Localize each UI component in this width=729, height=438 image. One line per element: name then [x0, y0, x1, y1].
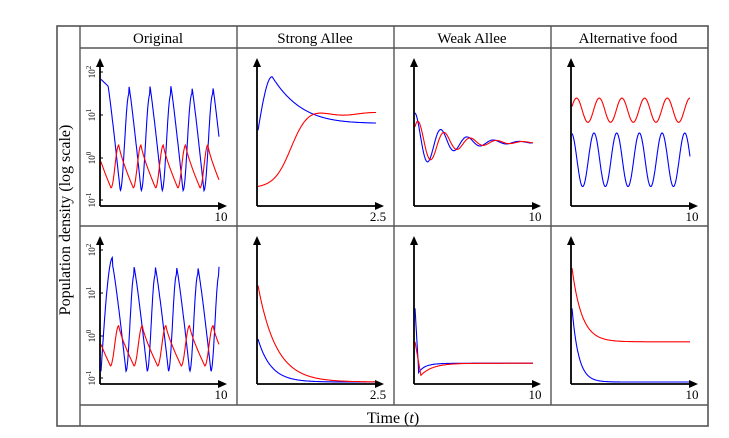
y-tick-label: 10-1 — [85, 370, 97, 385]
x-axis-label-close: ) — [414, 410, 419, 427]
y-tick-exponent: -1 — [85, 192, 93, 198]
series-line-blue — [571, 308, 690, 383]
x-tick-label: 10 — [686, 387, 699, 402]
series-line-red — [257, 111, 376, 187]
series-line-blue — [100, 78, 220, 193]
y-tick-exponent: -1 — [85, 370, 93, 376]
y-axis-arrow — [567, 58, 575, 67]
y-tick-exponent: 0 — [85, 329, 93, 333]
y-tick-base: 10 — [87, 69, 97, 79]
column-title-strong-allee: Strong Allee — [277, 31, 353, 47]
y-axis-arrow — [410, 236, 418, 245]
x-axis-arrow — [532, 202, 541, 210]
y-axis-arrow — [96, 236, 104, 245]
column-title-alternative-food: Alternative food — [579, 31, 678, 47]
series-line-red — [414, 341, 533, 377]
x-axis-arrow — [689, 380, 698, 388]
y-tick-label: 100 — [85, 329, 97, 342]
x-axis-arrow — [375, 380, 384, 388]
panel-r1-strong-allee: 2.5 — [253, 58, 386, 224]
y-tick-label: 102 — [85, 65, 97, 78]
y-tick-label: 100 — [85, 151, 97, 164]
series-line-red — [571, 268, 690, 343]
y-axis-arrow — [96, 58, 104, 67]
y-axis-arrow — [410, 58, 418, 67]
x-axis-arrow — [689, 202, 698, 210]
x-axis-arrow — [375, 202, 384, 210]
x-axis-arrow — [218, 202, 227, 210]
x-axis-arrow — [218, 380, 227, 388]
x-tick-label: 10 — [529, 209, 542, 224]
y-axis-label: Population density (log scale) — [57, 125, 74, 316]
x-tick-label: 2.5 — [370, 387, 386, 402]
panel-r2-strong-allee: 2.5 — [253, 236, 386, 402]
series-line-blue — [100, 255, 220, 373]
y-axis-arrow — [253, 236, 261, 245]
y-tick-base: 10 — [87, 112, 97, 122]
x-tick-label: 10 — [215, 209, 228, 224]
panel-r2-weak-allee: 10 — [410, 236, 542, 402]
series-line-red — [100, 143, 220, 189]
y-tick-exponent: 2 — [85, 243, 93, 247]
column-title-original: Original — [133, 31, 183, 47]
x-tick-label: 10 — [686, 209, 699, 224]
y-tick-exponent: 1 — [85, 108, 93, 112]
y-tick-label: 101 — [85, 108, 97, 121]
series-line-red — [571, 97, 691, 123]
x-axis-label-var: t — [409, 410, 414, 427]
y-tick-label: 102 — [85, 243, 97, 256]
series-line-red — [414, 120, 533, 161]
panel-r1-alternative-food: 10 — [567, 58, 699, 224]
x-axis-label-text: Time ( — [367, 410, 410, 427]
x-axis-arrow — [532, 380, 541, 388]
x-tick-label: 10 — [215, 387, 228, 402]
y-tick-base: 10 — [87, 290, 97, 300]
series-line-blue — [571, 132, 691, 188]
x-tick-label: 2.5 — [370, 209, 386, 224]
y-tick-exponent: 1 — [85, 286, 93, 290]
y-tick-exponent: 0 — [85, 151, 93, 155]
y-tick-label: 101 — [85, 286, 97, 299]
column-title-weak-allee: Weak Allee — [437, 31, 507, 47]
panel-r1-weak-allee: 10 — [410, 58, 542, 224]
series-line-blue — [414, 112, 533, 163]
y-tick-label: 10-1 — [85, 192, 97, 207]
x-axis-label: Time (t) — [367, 410, 419, 427]
y-tick-base: 10 — [87, 247, 97, 257]
series-line-red — [100, 324, 220, 367]
y-tick-base: 10 — [87, 333, 97, 343]
figure-frame — [56, 25, 709, 427]
y-tick-exponent: 2 — [85, 65, 93, 69]
x-tick-label: 10 — [529, 387, 542, 402]
y-tick-base: 10 — [87, 376, 97, 386]
y-tick-base: 10 — [87, 155, 97, 165]
y-axis-arrow — [567, 236, 575, 245]
series-line-blue — [257, 76, 376, 131]
y-axis-arrow — [253, 58, 261, 67]
series-line-red — [257, 285, 376, 383]
y-tick-base: 10 — [87, 198, 97, 208]
panel-r2-alternative-food: 10 — [567, 236, 699, 402]
